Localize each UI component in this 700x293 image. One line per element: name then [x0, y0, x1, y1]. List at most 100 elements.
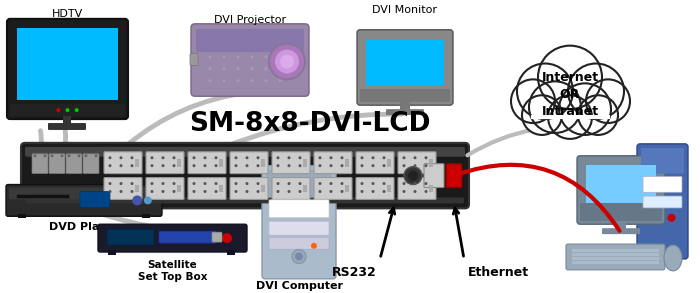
Circle shape — [130, 164, 134, 167]
Circle shape — [318, 164, 321, 167]
Circle shape — [120, 190, 122, 193]
Circle shape — [108, 156, 111, 159]
Circle shape — [150, 164, 153, 167]
Bar — [572, 257, 659, 260]
Text: Satellite
Set Top Box: Satellite Set Top Box — [138, 260, 207, 282]
Circle shape — [120, 182, 122, 185]
Circle shape — [360, 156, 363, 159]
FancyBboxPatch shape — [386, 109, 424, 115]
Circle shape — [298, 182, 302, 185]
FancyBboxPatch shape — [272, 152, 310, 174]
Circle shape — [162, 182, 164, 185]
Circle shape — [256, 164, 260, 167]
Circle shape — [34, 154, 36, 157]
Circle shape — [295, 253, 303, 260]
Circle shape — [414, 190, 416, 193]
Bar — [142, 214, 150, 218]
Bar — [345, 159, 349, 167]
Circle shape — [256, 156, 260, 159]
Circle shape — [402, 190, 405, 193]
Circle shape — [298, 164, 302, 167]
Bar — [18, 214, 26, 218]
Circle shape — [318, 190, 321, 193]
Circle shape — [237, 55, 239, 58]
Circle shape — [511, 79, 555, 123]
Circle shape — [402, 182, 405, 185]
FancyBboxPatch shape — [49, 154, 65, 174]
Bar — [17, 28, 118, 100]
Text: DVI Computer: DVI Computer — [256, 281, 342, 291]
Circle shape — [292, 250, 306, 263]
Circle shape — [108, 182, 111, 185]
Bar — [16, 195, 69, 198]
Circle shape — [424, 190, 428, 193]
Circle shape — [193, 190, 195, 193]
Circle shape — [209, 55, 211, 58]
Circle shape — [223, 55, 225, 58]
Circle shape — [162, 190, 164, 193]
Bar — [177, 159, 181, 167]
Circle shape — [382, 190, 386, 193]
Circle shape — [424, 182, 428, 185]
FancyBboxPatch shape — [32, 154, 48, 174]
FancyBboxPatch shape — [80, 192, 110, 207]
FancyBboxPatch shape — [7, 19, 128, 119]
FancyBboxPatch shape — [269, 200, 329, 218]
Circle shape — [668, 214, 676, 222]
Circle shape — [372, 164, 375, 167]
Circle shape — [172, 182, 176, 185]
Circle shape — [372, 182, 375, 185]
FancyBboxPatch shape — [269, 237, 329, 249]
Bar — [616, 221, 626, 229]
Circle shape — [288, 190, 290, 193]
Circle shape — [276, 156, 279, 159]
Circle shape — [276, 190, 279, 193]
FancyBboxPatch shape — [21, 143, 469, 208]
Circle shape — [279, 67, 281, 70]
Circle shape — [269, 44, 305, 79]
FancyBboxPatch shape — [398, 178, 436, 200]
Circle shape — [150, 182, 153, 185]
Circle shape — [234, 156, 237, 159]
FancyBboxPatch shape — [314, 178, 352, 200]
Circle shape — [382, 164, 386, 167]
Text: DVI Monitor: DVI Monitor — [372, 5, 438, 15]
Circle shape — [360, 164, 363, 167]
Bar — [108, 250, 116, 255]
Circle shape — [330, 190, 332, 193]
Circle shape — [408, 171, 418, 180]
Circle shape — [382, 156, 386, 159]
Circle shape — [256, 182, 260, 185]
FancyBboxPatch shape — [104, 152, 142, 174]
Circle shape — [214, 164, 218, 167]
FancyBboxPatch shape — [262, 166, 336, 279]
Circle shape — [172, 190, 176, 193]
Circle shape — [223, 79, 225, 82]
Circle shape — [330, 182, 332, 185]
FancyBboxPatch shape — [577, 156, 665, 224]
Circle shape — [209, 79, 211, 82]
Circle shape — [223, 67, 225, 70]
Circle shape — [222, 233, 232, 243]
Bar — [387, 159, 391, 167]
Text: Ethernet: Ethernet — [468, 266, 529, 279]
Circle shape — [246, 190, 248, 193]
FancyBboxPatch shape — [190, 54, 198, 65]
Circle shape — [108, 190, 111, 193]
Circle shape — [193, 164, 195, 167]
FancyBboxPatch shape — [196, 29, 304, 52]
Circle shape — [311, 243, 317, 249]
Circle shape — [414, 164, 416, 167]
FancyBboxPatch shape — [356, 152, 394, 174]
Bar — [261, 185, 265, 193]
Circle shape — [204, 164, 206, 167]
Circle shape — [414, 156, 416, 159]
FancyBboxPatch shape — [314, 152, 352, 174]
FancyBboxPatch shape — [269, 221, 329, 235]
Circle shape — [50, 154, 53, 157]
Circle shape — [298, 156, 302, 159]
FancyBboxPatch shape — [641, 148, 684, 174]
Text: HDTV: HDTV — [52, 9, 83, 19]
FancyBboxPatch shape — [146, 178, 184, 200]
Bar — [387, 185, 391, 193]
